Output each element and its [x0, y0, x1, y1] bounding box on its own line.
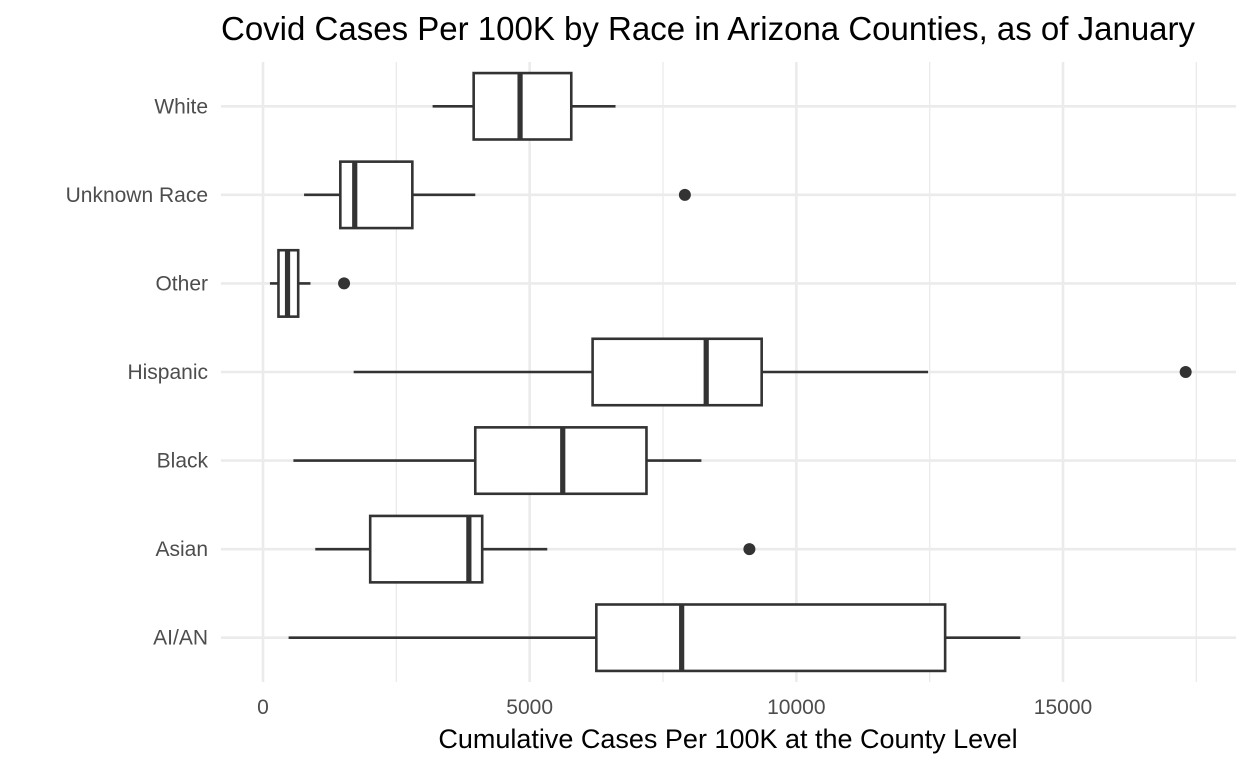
box-black [293, 426, 702, 496]
x-axis-title: Cumulative Cases Per 100K at the County … [438, 724, 1017, 754]
outlier-point [338, 277, 351, 290]
x-tick-label: 5000 [506, 696, 553, 719]
y-tick-label: Other [155, 272, 208, 295]
y-tick-label: Asian [155, 538, 208, 561]
box-hispanic [353, 337, 1192, 407]
box-iqr [339, 160, 414, 230]
box-other [269, 248, 351, 318]
y-tick-label: Black [157, 450, 209, 473]
x-axis-tick-labels: 0 5000 10000 15000 [257, 696, 1092, 719]
box-unknown-race [304, 160, 691, 230]
y-tick-label: AI/AN [153, 627, 208, 650]
box-white [432, 71, 616, 141]
x-tick-label: 10000 [767, 696, 825, 719]
box-iqr [595, 603, 947, 673]
y-tick-label: Unknown Race [66, 184, 208, 207]
box-asian [315, 514, 756, 584]
box-iqr [368, 514, 484, 584]
y-tick-label: Hispanic [127, 361, 208, 384]
y-tick-label: White [154, 95, 208, 118]
chart-title: Covid Cases Per 100K by Race in Arizona … [221, 10, 1196, 47]
box-ai-an [288, 603, 1021, 673]
boxes-layer [269, 71, 1192, 673]
outlier-point [1179, 366, 1192, 378]
outlier-point [678, 188, 691, 201]
x-tick-label: 15000 [1034, 696, 1092, 719]
x-tick-label: 0 [257, 696, 269, 719]
box-iqr [591, 337, 763, 407]
outlier-point [743, 543, 756, 556]
y-axis-tick-labels: White Unknown Race Other Hispanic Black Asian… [66, 95, 209, 649]
